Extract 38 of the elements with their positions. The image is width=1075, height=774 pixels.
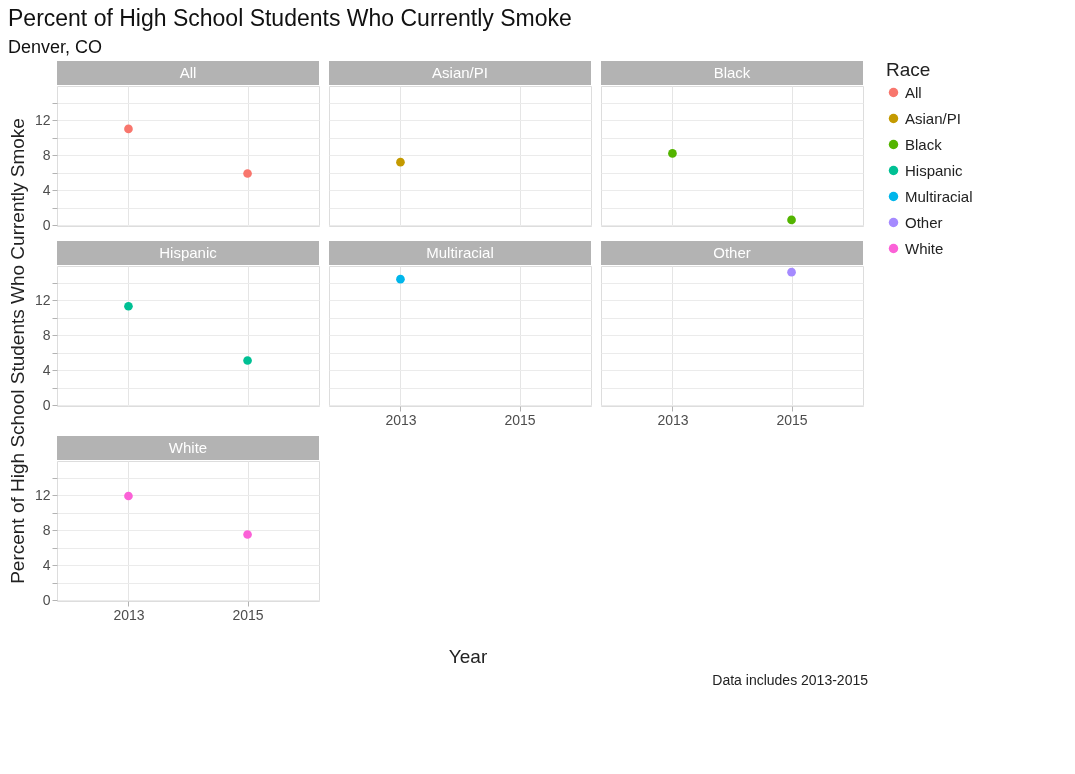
legend-title: Race <box>886 59 931 80</box>
y-tick-label: 8 <box>42 521 51 538</box>
y-tick-label: 12 <box>34 111 51 128</box>
y-tick-label: 8 <box>42 146 51 163</box>
x-tick-label: 2015 <box>504 411 536 428</box>
chart-title: Percent of High School Students Who Currently Smoke <box>8 5 572 31</box>
text: All <box>179 64 197 81</box>
legend-label: White <box>905 239 944 257</box>
text: Asian/PI <box>432 64 488 81</box>
x-tick-label: 2013 <box>657 411 689 428</box>
legend-label: Other <box>905 213 943 231</box>
legend-label: All <box>905 83 922 101</box>
chart-subtitle: Denver, CO <box>8 37 103 57</box>
text: Black <box>713 64 751 81</box>
y-tick-label: 8 <box>42 326 51 343</box>
x-tick-label: 2013 <box>113 606 145 623</box>
legend-label: Multiracial <box>905 187 973 205</box>
y-tick-label: 0 <box>42 216 51 233</box>
y-tick-label: 4 <box>42 181 51 198</box>
text: Hispanic <box>159 244 217 261</box>
text: Other <box>713 244 751 261</box>
legend-label: Asian/PI <box>905 109 961 127</box>
text: Data includes 2013-2015 <box>712 672 869 688</box>
x-tick-label: 2013 <box>385 411 417 428</box>
legend-label: Hispanic <box>905 161 964 179</box>
text: Multiracial <box>426 244 494 261</box>
y-axis-title: Percent of High School Students Who Currently Smoke <box>7 118 28 584</box>
y-tick-label: 0 <box>42 396 51 413</box>
x-tick-label: 2015 <box>776 411 808 428</box>
y-tick-label: 12 <box>34 291 51 308</box>
y-tick-label: 4 <box>42 556 51 573</box>
y-tick-label: 4 <box>42 361 51 378</box>
x-axis-title: Year <box>448 646 488 667</box>
y-tick-label: 12 <box>34 486 51 503</box>
x-tick-label: 2015 <box>232 606 264 623</box>
legend-label: Black <box>905 135 943 153</box>
y-tick-label: 0 <box>42 591 51 608</box>
text: White <box>168 439 208 456</box>
